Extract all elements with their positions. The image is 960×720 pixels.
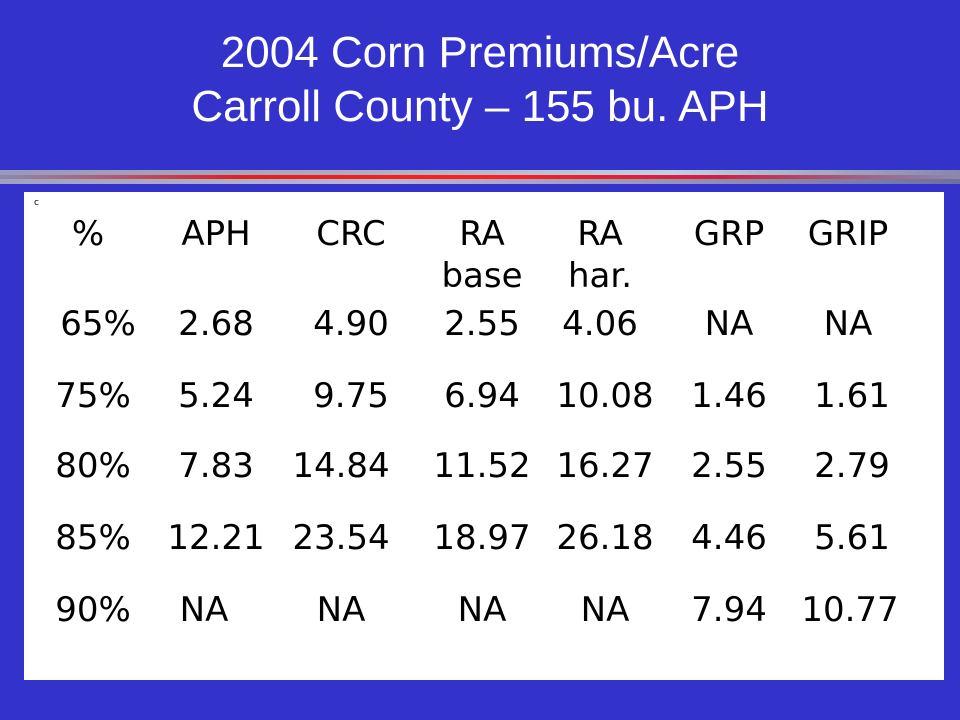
header-grip: GRIP — [807, 214, 889, 254]
table-cell: 90% — [55, 590, 131, 630]
table-cell: 11.52 — [433, 446, 531, 486]
header-ra-base-sub: base — [441, 256, 523, 296]
table-cell: 85% — [55, 518, 131, 558]
header-ra-har: RA — [577, 214, 623, 254]
table-cell: 7.94 — [691, 590, 767, 630]
title-divider — [0, 170, 960, 188]
table-cell: 4.46 — [691, 518, 767, 558]
table-cell: 2.55 — [691, 446, 767, 486]
corner-marker: c — [34, 198, 39, 208]
table-cell: 16.27 — [556, 446, 654, 486]
table-cell: 10.77 — [801, 590, 899, 630]
header-grp: GRP — [693, 214, 765, 254]
table-cell: 7.83 — [178, 446, 254, 486]
premium-table: c % APH CRC RA base RA har. GRP GRIP 65%… — [24, 192, 944, 680]
table-cell: NA — [316, 590, 366, 630]
header-crc: CRC — [316, 214, 386, 254]
table-cell: 1.61 — [814, 376, 890, 416]
table-cell: 75% — [55, 376, 131, 416]
table-cell: 23.54 — [292, 518, 390, 558]
table-cell: 14.84 — [292, 446, 390, 486]
table-cell: NA — [704, 304, 754, 344]
table-cell: 4.06 — [562, 304, 638, 344]
table-cell: 65% — [60, 304, 136, 344]
table-cell: 26.18 — [556, 518, 654, 558]
header-ra-har-sub: har. — [567, 256, 633, 296]
table-cell: NA — [580, 590, 630, 630]
table-cell: 5.24 — [178, 376, 254, 416]
header-ra-base: RA — [459, 214, 505, 254]
table-cell: 10.08 — [556, 376, 654, 416]
slide-title: 2004 Corn Premiums/Acre Carroll County –… — [0, 26, 960, 134]
table-cell: 5.61 — [814, 518, 890, 558]
table-cell: NA — [179, 590, 229, 630]
title-line-1: 2004 Corn Premiums/Acre — [220, 28, 740, 77]
table-cell: 6.94 — [444, 376, 520, 416]
table-cell: 2.68 — [178, 304, 254, 344]
table-cell: 2.79 — [814, 446, 890, 486]
table-cell: 9.75 — [313, 376, 389, 416]
table-cell: 2.55 — [444, 304, 520, 344]
header-aph: APH — [181, 214, 251, 254]
table-cell: 80% — [55, 446, 131, 486]
title-line-2: Carroll County – 155 bu. APH — [191, 82, 769, 131]
table-cell: 1.46 — [691, 376, 767, 416]
header-percent: % — [71, 214, 105, 254]
table-cell: NA — [457, 590, 507, 630]
table-cell: NA — [823, 304, 873, 344]
table-cell: 4.90 — [313, 304, 389, 344]
table-cell: 12.21 — [167, 518, 265, 558]
table-cell: 18.97 — [433, 518, 531, 558]
